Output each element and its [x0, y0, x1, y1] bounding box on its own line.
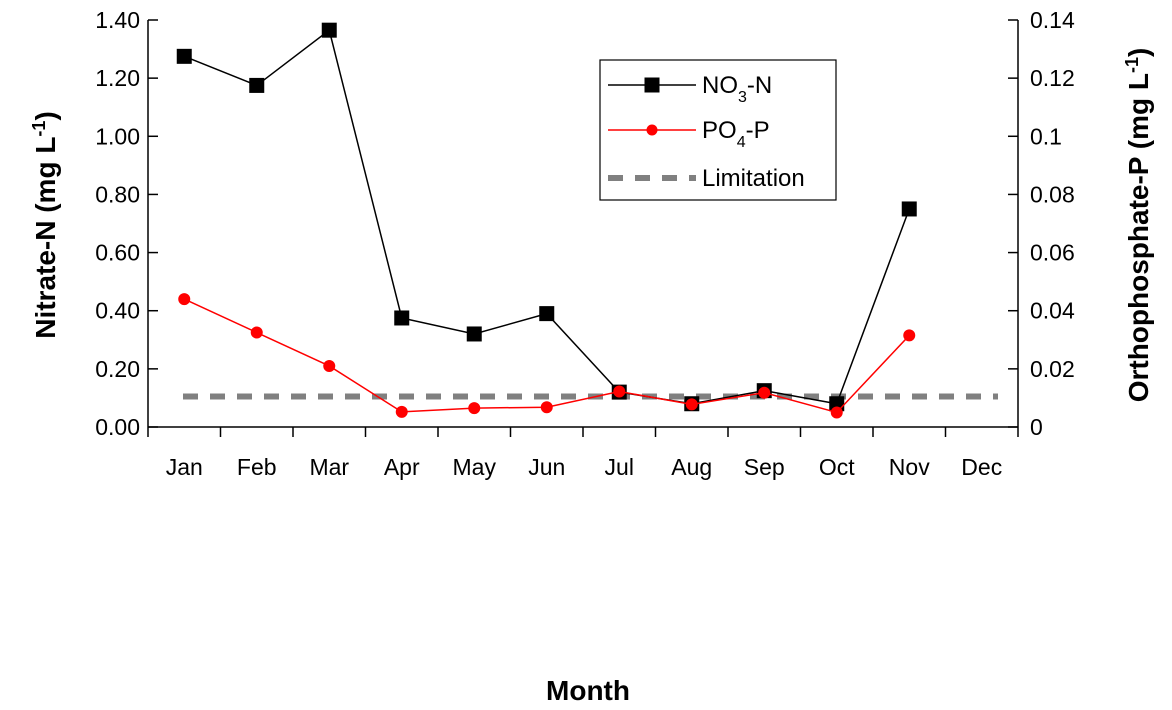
right-y-tick-label: 0.1	[1030, 123, 1062, 149]
left-y-axis-title-end: )	[30, 111, 61, 120]
legend: NO3-N PO4-P Limitation	[599, 59, 837, 201]
right-y-axis-title-superscript: -1	[1122, 57, 1142, 73]
no3-n-point	[466, 326, 482, 342]
x-tick-label: Apr	[384, 454, 420, 480]
left-y-tick-label: 0.80	[95, 181, 140, 207]
legend-label-no3-n: NO3-N	[702, 72, 772, 106]
x-tick-label: Feb	[237, 454, 277, 480]
right-y-tick-label: 0.04	[1030, 298, 1075, 324]
right-y-axis-title-end: )	[1123, 48, 1154, 57]
po4-p-point	[685, 398, 698, 411]
series-layer	[176, 22, 998, 419]
legend-label-limitation: Limitation	[702, 165, 805, 192]
left-y-tick-label: 0.00	[95, 414, 140, 440]
x-axis: Jan Feb Mar Apr May Jun Jul Aug Sep Oct Nov Dec	[147, 427, 1019, 480]
x-tick-label: Aug	[671, 454, 712, 480]
right-y-tick-label: 0.08	[1030, 181, 1075, 207]
left-y-axis-title: Nitrate-N (mg L-1)	[29, 111, 61, 339]
po4-p-point	[540, 401, 553, 414]
left-y-tick-label: 1.40	[95, 7, 140, 33]
no3-n-point	[176, 48, 192, 64]
legend-label-end: -N	[747, 72, 772, 99]
right-y-tick-label: 0.06	[1030, 240, 1075, 266]
x-tick-label: Mar	[309, 454, 349, 480]
right-y-axis-title-main: Orthophosphate-P (mg L	[1123, 73, 1154, 402]
po4-p-point	[323, 359, 336, 372]
right-y-axis-title: Orthophosphate-P (mg L-1)	[1122, 48, 1154, 403]
no3-n-point	[321, 22, 337, 38]
legend-label-end: -P	[746, 117, 770, 144]
legend-label-subscript: 4	[737, 134, 746, 151]
x-tick-label: Jul	[605, 454, 634, 480]
x-tick-label: Sep	[744, 454, 785, 480]
left-y-tick-label: 1.00	[95, 123, 140, 149]
plot-frame	[147, 20, 1019, 428]
po4-p-point	[830, 406, 843, 419]
po4-p-point	[395, 405, 408, 418]
right-y-tick-label: 0.14	[1030, 7, 1075, 33]
legend-swatch-marker-no3-n	[644, 77, 660, 93]
legend-label-main: PO	[702, 117, 737, 144]
right-y-tick-label: 0	[1030, 414, 1043, 440]
x-tick-label: Jan	[166, 454, 203, 480]
x-tick-label: Dec	[961, 454, 1002, 480]
legend-swatch-marker-po4-p	[646, 124, 658, 136]
right-y-axis: 0 0.02 0.04 0.06 0.08 0.1 0.12 0.14	[1008, 7, 1075, 440]
po4-p-point	[468, 402, 481, 415]
po4-p-point	[250, 326, 263, 339]
no3-n-point	[901, 201, 917, 217]
legend-label-main: NO	[702, 72, 738, 99]
right-y-tick-label: 0.02	[1030, 356, 1075, 382]
left-y-tick-label: 1.20	[95, 65, 140, 91]
left-y-tick-label: 0.40	[95, 298, 140, 324]
legend-label-main: Limitation	[702, 165, 805, 192]
left-y-tick-label: 0.60	[95, 240, 140, 266]
po4-p-point	[613, 385, 626, 398]
x-tick-label: Nov	[889, 454, 930, 480]
po4-p-point	[758, 386, 771, 399]
no3-n-point	[394, 310, 410, 326]
left-y-tick-label: 0.20	[95, 356, 140, 382]
left-y-axis-title-superscript: -1	[29, 121, 49, 137]
no3-n-point	[249, 77, 265, 93]
x-axis-title: Month	[546, 675, 630, 706]
x-tick-label: Oct	[819, 454, 855, 480]
left-y-axis-title-main: Nitrate-N (mg L	[30, 137, 61, 339]
x-tick-label: May	[453, 454, 497, 480]
left-y-axis: 0.00 0.20 0.40 0.60 0.80 1.00 1.20 1.40	[95, 7, 158, 440]
po4-p-point	[903, 329, 916, 342]
po4-p-point	[178, 293, 191, 306]
right-y-tick-label: 0.12	[1030, 65, 1075, 91]
legend-label-po4-p: PO4-P	[702, 117, 770, 151]
x-tick-label: Jun	[528, 454, 565, 480]
legend-label-subscript: 3	[738, 89, 747, 106]
no3-n-point	[539, 306, 555, 322]
